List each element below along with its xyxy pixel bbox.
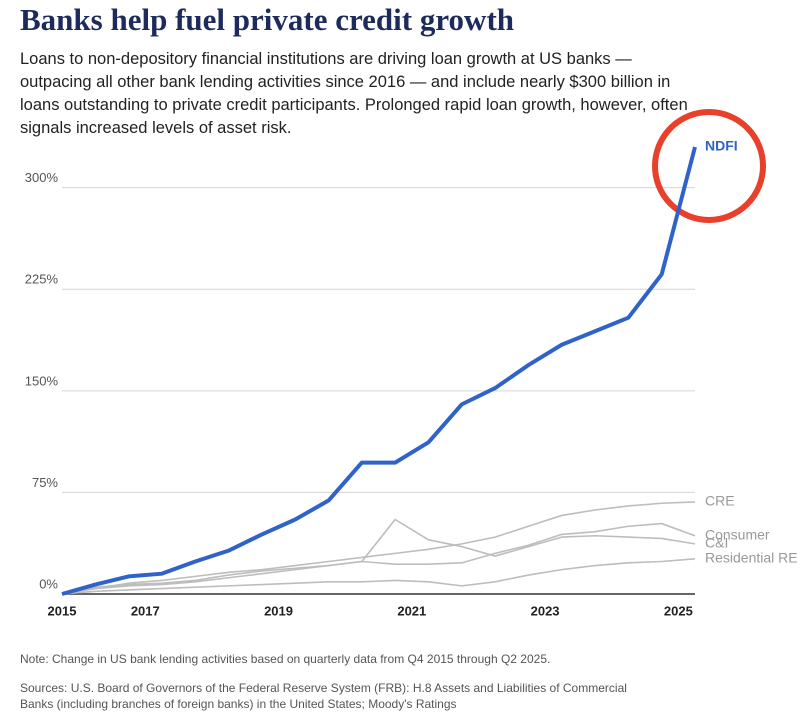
chart-subtitle: Loans to non-depository financial instit… xyxy=(20,50,688,137)
line xyxy=(61,557,696,595)
y-tick-label: 0% xyxy=(39,576,58,591)
y-tick-label: 225% xyxy=(25,272,59,287)
line xyxy=(61,522,696,595)
chart-title: Banks help fuel private credit growth xyxy=(20,2,515,37)
series-label: CRE xyxy=(705,493,735,509)
x-tick-label: 2023 xyxy=(531,603,560,618)
chart-note: Note: Change in US bank lending activiti… xyxy=(20,652,551,666)
line xyxy=(61,518,696,595)
series-label: Consumer xyxy=(705,526,770,542)
x-tick-label: 2015 xyxy=(48,603,77,618)
chart: 0% 75% 150% 225% 300% 2015 2017 2019 2021 2023 202… xyxy=(25,109,798,618)
y-tick-label: 150% xyxy=(25,373,59,388)
series-label: C&I xyxy=(705,535,728,551)
x-tick-label: 2021 xyxy=(397,603,426,618)
chart-sources: Sources: U.S. Board of Governors of the … xyxy=(20,681,627,711)
series-label: Residential RE xyxy=(705,549,798,565)
y-tick-label: 300% xyxy=(25,170,59,185)
highlight-circle xyxy=(652,109,766,223)
y-tick-label: 75% xyxy=(32,475,58,490)
x-tick-label: 2025 xyxy=(664,603,693,618)
x-tick-label: 2017 xyxy=(131,603,160,618)
line xyxy=(61,146,697,596)
x-tick-label: 2019 xyxy=(264,603,293,618)
series-label: NDFI xyxy=(705,138,738,154)
line xyxy=(61,501,696,595)
